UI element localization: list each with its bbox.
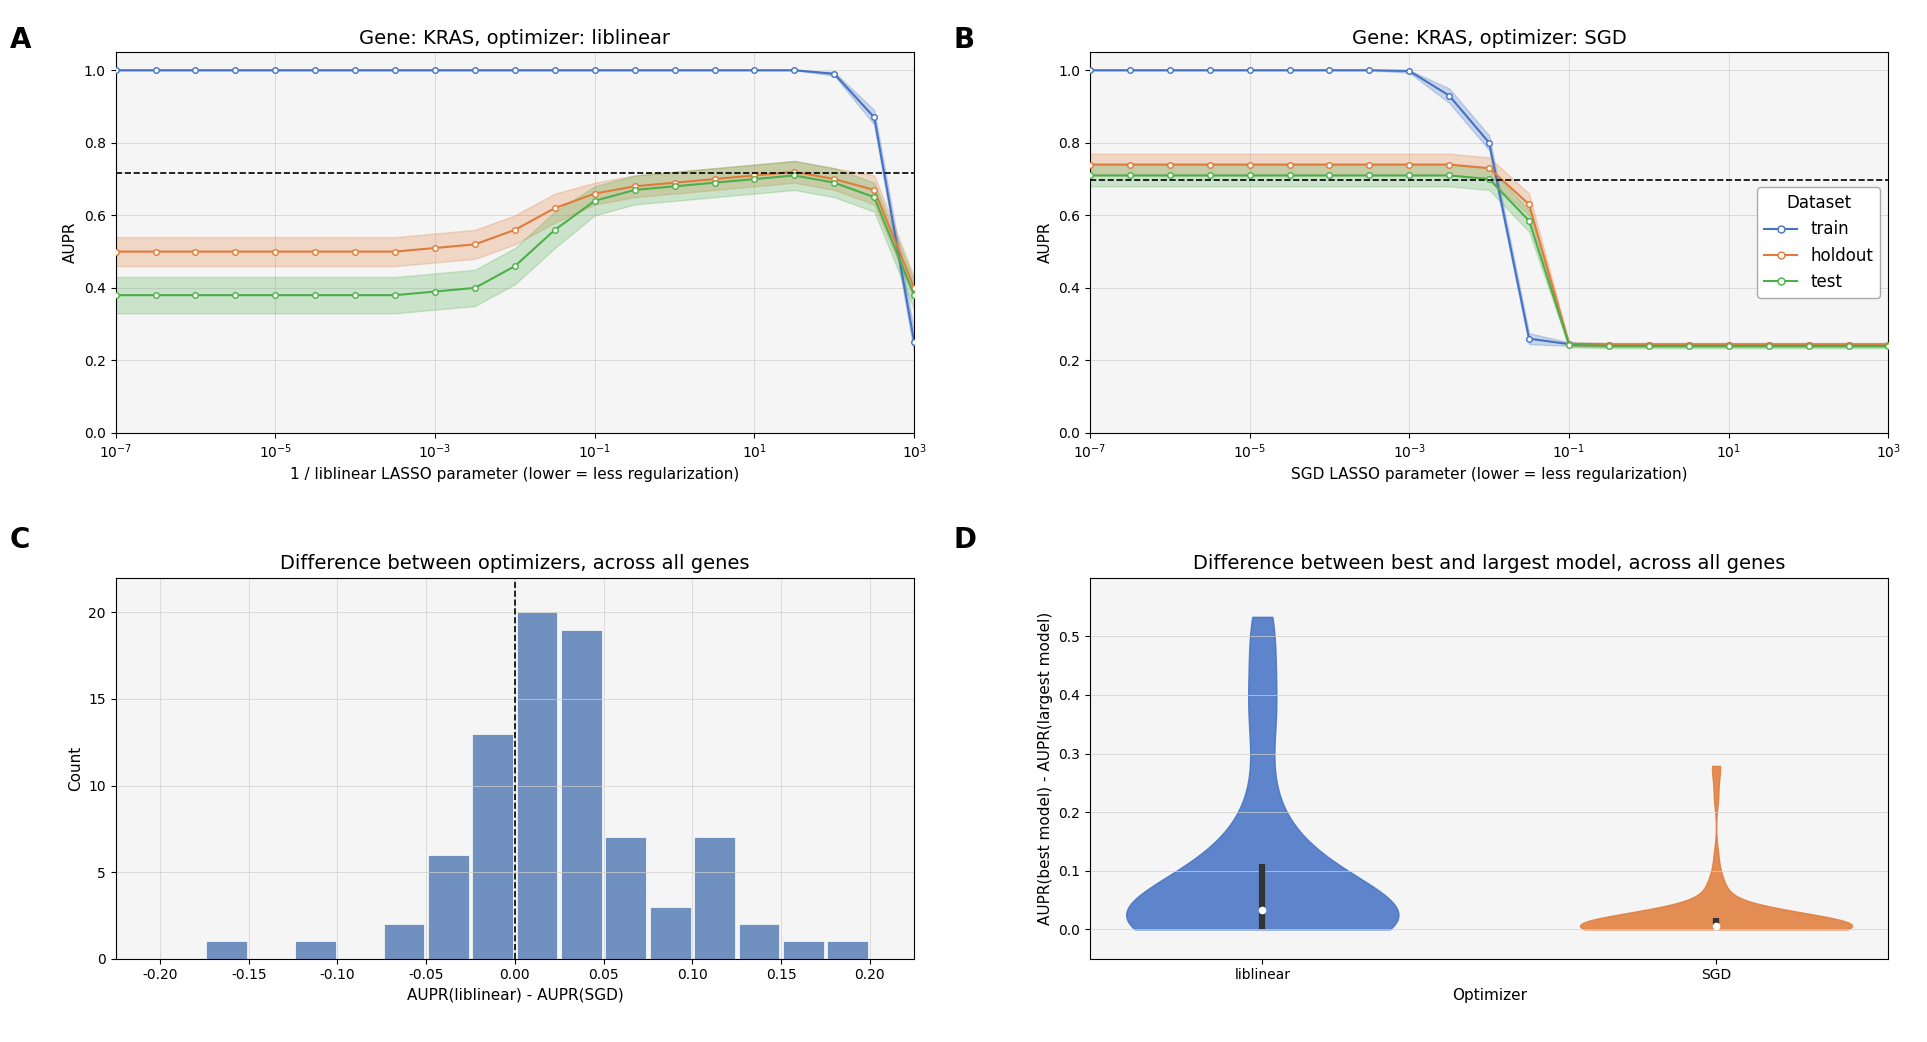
Title: Gene: KRAS, optimizer: SGD: Gene: KRAS, optimizer: SGD bbox=[1353, 29, 1626, 48]
Y-axis label: AUPR: AUPR bbox=[1037, 222, 1052, 264]
Bar bbox=[472, 734, 513, 959]
Point bbox=[1702, 918, 1732, 935]
Bar bbox=[827, 941, 867, 959]
X-axis label: 1 / liblinear LASSO parameter (lower = less regularization): 1 / liblinear LASSO parameter (lower = l… bbox=[291, 467, 740, 481]
Text: A: A bbox=[10, 26, 31, 54]
Bar bbox=[694, 838, 734, 959]
Bar bbox=[295, 941, 335, 959]
Text: C: C bbox=[10, 526, 31, 554]
Bar bbox=[516, 613, 557, 959]
X-axis label: AUPR(liblinear) - AUPR(SGD): AUPR(liblinear) - AUPR(SGD) bbox=[407, 988, 622, 1002]
Bar bbox=[782, 941, 823, 959]
Text: B: B bbox=[954, 26, 975, 54]
Title: Difference between optimizers, across all genes: Difference between optimizers, across al… bbox=[279, 554, 750, 573]
Point bbox=[1247, 902, 1278, 919]
Y-axis label: Count: Count bbox=[67, 746, 83, 791]
Text: D: D bbox=[954, 526, 977, 554]
Bar bbox=[206, 941, 247, 959]
Y-axis label: AUPR: AUPR bbox=[64, 222, 79, 264]
Legend: train, holdout, test: train, holdout, test bbox=[1757, 188, 1881, 298]
Title: Difference between best and largest model, across all genes: Difference between best and largest mode… bbox=[1193, 554, 1784, 573]
Title: Gene: KRAS, optimizer: liblinear: Gene: KRAS, optimizer: liblinear bbox=[360, 29, 671, 48]
Bar bbox=[649, 907, 690, 959]
Bar bbox=[428, 854, 468, 959]
Bar bbox=[605, 838, 646, 959]
X-axis label: SGD LASSO parameter (lower = less regularization): SGD LASSO parameter (lower = less regula… bbox=[1291, 467, 1688, 481]
Bar bbox=[383, 924, 424, 959]
Bar bbox=[738, 924, 779, 959]
X-axis label: Optimizer: Optimizer bbox=[1451, 988, 1526, 1002]
Y-axis label: AUPR(best model) - AUPR(largest model): AUPR(best model) - AUPR(largest model) bbox=[1037, 612, 1052, 925]
Bar bbox=[561, 629, 601, 959]
